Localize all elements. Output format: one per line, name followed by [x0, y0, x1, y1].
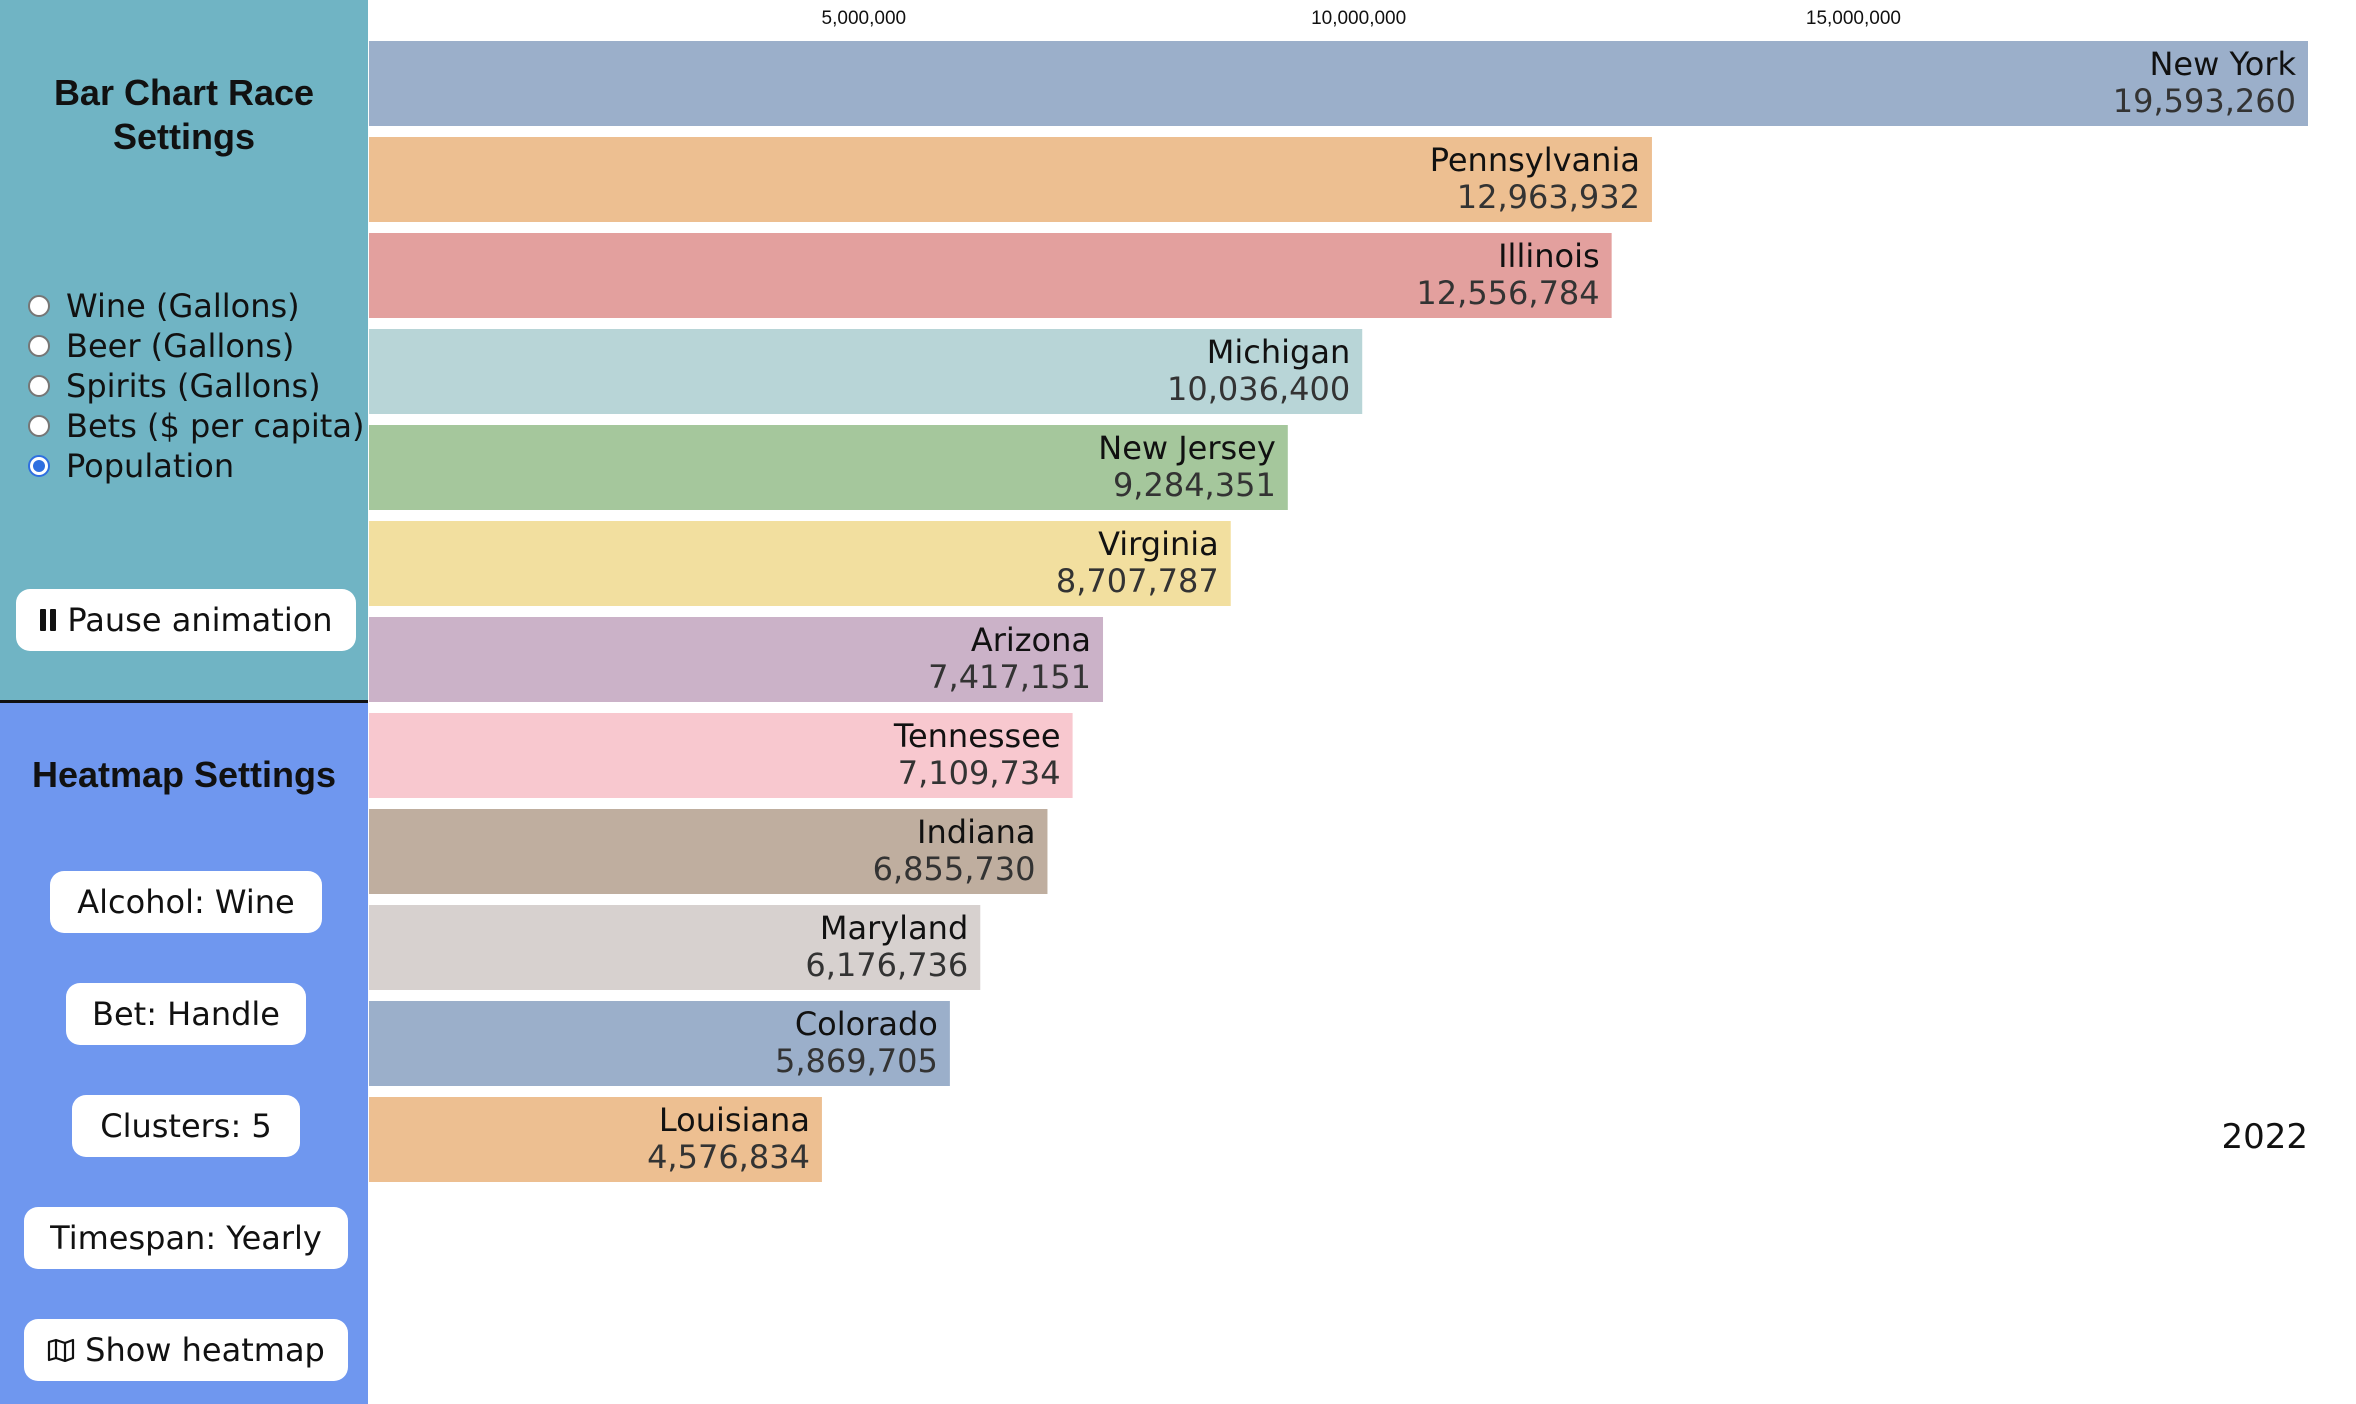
bar-name-label: Michigan: [1207, 333, 1350, 371]
pause-animation-button[interactable]: Pause animation: [16, 589, 356, 651]
bar-chart-svg: 5,000,000 10,000,000 15,000,000 New York19,…: [369, 8, 2308, 1182]
bar-name-label: Colorado: [795, 1005, 938, 1043]
bar-race-title-line1: Bar Chart Race: [53, 72, 315, 113]
radio-label-wine: Wine (Gallons): [66, 287, 300, 325]
bar-race-settings-title: Bar Chart Race Settings: [0, 71, 368, 159]
radio-button-wine[interactable]: [28, 295, 50, 317]
bar-value-label: 4,576,834: [647, 1138, 810, 1176]
bar-race-title-line2: Settings: [112, 116, 255, 157]
bet-select-button[interactable]: Bet: Handle: [66, 983, 306, 1045]
show-heatmap-label: Show heatmap: [85, 1331, 325, 1369]
bar-name-label: Virginia: [1098, 525, 1219, 563]
radio-option-bets[interactable]: Bets ($ per capita): [28, 406, 364, 446]
timespan-select-button[interactable]: Timespan: Yearly: [24, 1207, 348, 1269]
bar-name-label: Indiana: [917, 813, 1035, 851]
bar-value-label: 10,036,400: [1167, 370, 1350, 408]
bar-value-label: 7,417,151: [928, 658, 1091, 696]
x-tick-label: 5,000,000: [822, 8, 907, 29]
radio-option-population[interactable]: Population: [28, 446, 364, 486]
sidebar: Bar Chart Race Settings Wine (Gallons) B…: [0, 0, 368, 1404]
bar-name-label: Arizona: [971, 621, 1091, 659]
clusters-select-label: Clusters: 5: [100, 1107, 272, 1145]
alcohol-select-button[interactable]: Alcohol: Wine: [50, 871, 322, 933]
bar: [369, 233, 1612, 318]
bar-value-label: 5,869,705: [775, 1042, 938, 1080]
radio-button-beer[interactable]: [28, 335, 50, 357]
bar: [369, 1001, 950, 1086]
heatmap-settings-panel: Heatmap Settings Alcohol: Wine Bet: Hand…: [0, 703, 368, 1404]
bet-select-label: Bet: Handle: [92, 995, 280, 1033]
radio-label-beer: Beer (Gallons): [66, 327, 295, 365]
bar: [369, 425, 1288, 510]
radio-option-wine[interactable]: Wine (Gallons): [28, 286, 364, 326]
bar: [369, 905, 981, 990]
bar-name-label: Illinois: [1498, 237, 1600, 275]
radio-button-bets[interactable]: [28, 415, 50, 437]
radio-label-spirits: Spirits (Gallons): [66, 367, 321, 405]
radio-label-bets: Bets ($ per capita): [66, 407, 365, 445]
timespan-select-label: Timespan: Yearly: [50, 1219, 322, 1257]
dataset-radio-group: Wine (Gallons) Beer (Gallons) Spirits (G…: [28, 286, 364, 486]
x-tick-label: 10,000,000: [1311, 8, 1406, 29]
bar-value-label: 6,176,736: [805, 946, 968, 984]
bar-value-label: 7,109,734: [898, 754, 1061, 792]
bar-name-label: Louisiana: [659, 1101, 810, 1139]
radio-option-beer[interactable]: Beer (Gallons): [28, 326, 364, 366]
map-icon: [47, 1338, 75, 1362]
bar-value-label: 9,284,351: [1113, 466, 1276, 504]
bar-name-label: New Jersey: [1098, 429, 1276, 467]
bar-name-label: Pennsylvania: [1430, 141, 1640, 179]
radio-button-population[interactable]: [28, 455, 50, 477]
show-heatmap-button[interactable]: Show heatmap: [24, 1319, 348, 1381]
clusters-select-button[interactable]: Clusters: 5: [72, 1095, 300, 1157]
bar-value-label: 19,593,260: [2113, 82, 2296, 120]
bar-chart-race: 5,000,000 10,000,000 15,000,000 New York 19,…: [368, 0, 2356, 1404]
bar: [369, 329, 1363, 414]
bar-value-label: 12,963,932: [1457, 178, 1640, 216]
bar-value-label: 6,855,730: [873, 850, 1036, 888]
year-label: 2022: [2221, 1117, 2308, 1157]
bar: [369, 1097, 822, 1182]
radio-option-spirits[interactable]: Spirits (Gallons): [28, 366, 364, 406]
bar-value-label: 12,556,784: [1416, 274, 1599, 312]
bar: [369, 41, 2308, 126]
radio-label-population: Population: [66, 447, 235, 485]
bar-name-label: Maryland: [820, 909, 968, 947]
bar: [369, 137, 1652, 222]
bar-race-settings-panel: Bar Chart Race Settings Wine (Gallons) B…: [0, 0, 368, 703]
bar-name-label: New York: [2149, 45, 2296, 83]
bar: [369, 713, 1073, 798]
radio-button-spirits[interactable]: [28, 375, 50, 397]
bar: [369, 617, 1104, 702]
heatmap-settings-title: Heatmap Settings: [31, 754, 337, 795]
bar: [369, 809, 1048, 894]
pause-icon: [39, 608, 57, 632]
bar: [369, 521, 1231, 606]
bar-name-label: Tennessee: [893, 717, 1061, 755]
alcohol-select-label: Alcohol: Wine: [77, 883, 295, 921]
pause-animation-label: Pause animation: [67, 601, 333, 639]
x-tick-label: 15,000,000: [1806, 8, 1901, 29]
bar-value-label: 8,707,787: [1056, 562, 1219, 600]
